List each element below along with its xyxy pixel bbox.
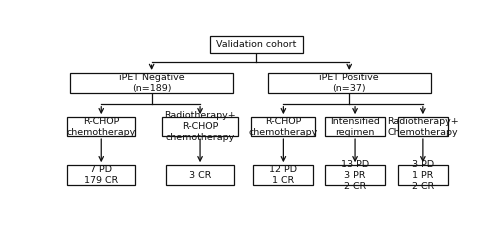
Text: 7 PD
179 CR: 7 PD 179 CR	[84, 165, 118, 185]
Text: Validation cohort: Validation cohort	[216, 40, 296, 49]
Text: Intensified
regimen: Intensified regimen	[330, 117, 380, 137]
FancyBboxPatch shape	[68, 165, 135, 185]
FancyBboxPatch shape	[325, 117, 385, 136]
Text: 12 PD
1 CR: 12 PD 1 CR	[270, 165, 297, 185]
FancyBboxPatch shape	[325, 165, 385, 185]
Text: Radiotherapy+
R-CHOP
chemotherapy: Radiotherapy+ R-CHOP chemotherapy	[164, 111, 236, 142]
FancyBboxPatch shape	[70, 73, 233, 93]
FancyBboxPatch shape	[162, 117, 238, 136]
Text: R-CHOP
chemotherapy: R-CHOP chemotherapy	[66, 117, 136, 137]
Text: R-CHOP
chemotherapy: R-CHOP chemotherapy	[249, 117, 318, 137]
FancyBboxPatch shape	[398, 165, 448, 185]
Text: iPET Negative
(n=189): iPET Negative (n=189)	[119, 73, 184, 93]
Text: 13 PD
3 PR
2 CR: 13 PD 3 PR 2 CR	[341, 160, 369, 191]
Text: iPET Positive
(n=37): iPET Positive (n=37)	[320, 73, 379, 93]
FancyBboxPatch shape	[254, 165, 314, 185]
FancyBboxPatch shape	[166, 165, 234, 185]
FancyBboxPatch shape	[398, 117, 448, 136]
FancyBboxPatch shape	[268, 73, 430, 93]
FancyBboxPatch shape	[252, 117, 316, 136]
Text: Radiotherapy+
Chemotherapy: Radiotherapy+ Chemotherapy	[387, 117, 459, 137]
FancyBboxPatch shape	[68, 117, 135, 136]
Text: 3 CR: 3 CR	[189, 171, 211, 180]
Text: 3 PD
1 PR
2 CR: 3 PD 1 PR 2 CR	[412, 160, 434, 191]
FancyBboxPatch shape	[210, 36, 303, 53]
